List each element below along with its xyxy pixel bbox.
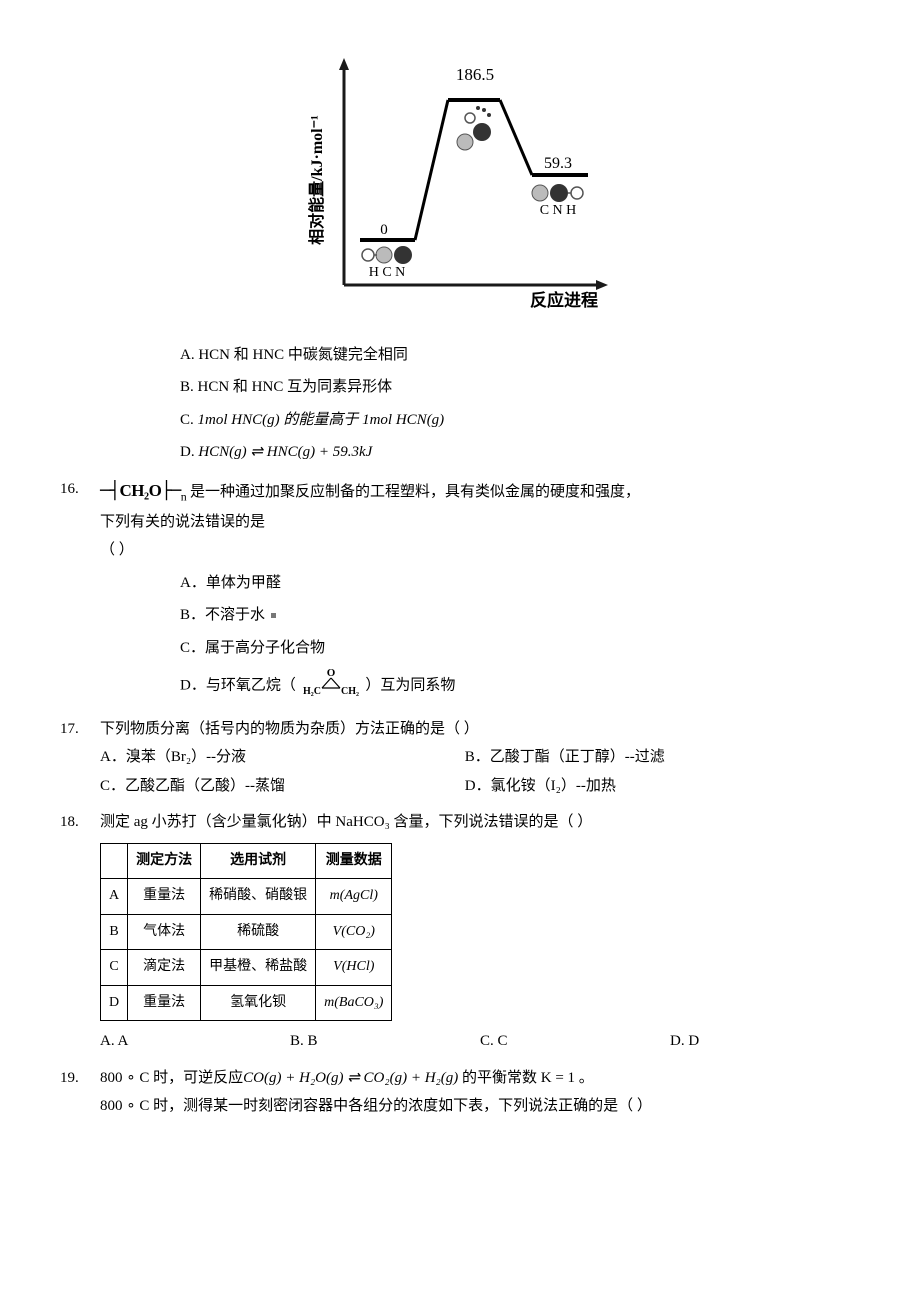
q16-options: A．单体为甲醛 B．不溶于水 C．属于高分子化合物 D．与环氧乙烷（ O H₂C…: [180, 569, 860, 707]
y-axis-label: 相对能量/kJ·mol⁻¹: [307, 115, 326, 245]
q17-row2: C．乙酸乙酯（乙酸）--蒸馏 D．氯化铵（I₂）--加热: [100, 772, 860, 801]
q16-paren: （ ）: [100, 536, 860, 565]
energy-diagram-chart: 相对能量/kJ·mol⁻¹ 反应进程 0 H C N 186.5 59.3: [60, 50, 860, 321]
q18-options: A. A B. B C. C D. D: [100, 1027, 860, 1056]
x-axis-label: 反应进程: [530, 290, 598, 310]
peak-label: 186.5: [456, 65, 494, 84]
svg-text:CH₂: CH₂: [341, 686, 359, 696]
energy-chart-svg: 相对能量/kJ·mol⁻¹ 反应进程 0 H C N 186.5 59.3: [300, 50, 620, 310]
q18-h0: [101, 843, 128, 879]
q15-options: A. HCN 和 HNC 中碳氮键完全相同 B. HCN 和 HNC 互为同素异…: [180, 341, 860, 467]
q16-opt-d: D．与环氧乙烷（ O H₂C CH₂ ）互为同系物: [180, 666, 860, 707]
q16-opt-c: C．属于高分子化合物: [180, 634, 860, 663]
q18-opt-c: C. C: [480, 1027, 670, 1056]
q17-row1: A．溴苯（Br₂）--分液 B．乙酸丁酯（正丁醇）--过滤: [100, 743, 860, 772]
q17-num: 17.: [60, 715, 100, 744]
q16-opt-b: B．不溶于水: [180, 601, 860, 630]
q19-num: 19.: [60, 1064, 100, 1093]
q17-opt-c: C．乙酸乙酯（乙酸）--蒸馏: [100, 772, 465, 801]
q17-stem: 下列物质分离（括号内的物质为杂质）方法正确的是（ ）: [100, 715, 860, 744]
q17-opt-a: A．溴苯（Br₂）--分液: [100, 743, 465, 772]
q18-table: 测定方法 选用试剂 测量数据 A 重量法 稀硝酸、硝酸银 m(AgCl) B 气…: [100, 843, 392, 1022]
q18-h1: 测定方法: [128, 843, 201, 879]
svg-text:O: O: [326, 667, 335, 679]
q18-opt-d: D. D: [670, 1027, 860, 1056]
q16-stem2: 下列有关的说法错误的是: [100, 508, 860, 537]
q16-num: 16.: [60, 475, 100, 504]
right-atoms: C N H: [540, 203, 577, 218]
q17: 17. 下列物质分离（括号内的物质为杂质）方法正确的是（ ）: [60, 715, 860, 744]
q15-opt-d: D. HCN(g) ⇌ HNC(g) + 59.3kJ: [180, 438, 860, 467]
q15-opt-a: A. HCN 和 HNC 中碳氮键完全相同: [180, 341, 860, 370]
q15-opt-c: C. 1mol HNC(g) 的能量高于 1mol HCN(g): [180, 406, 860, 435]
table-row: D 重量法 氢氧化钡 m(BaCO₃): [101, 985, 392, 1021]
square-bullet-icon: [271, 613, 276, 618]
q16-opt-a: A．单体为甲醛: [180, 569, 860, 598]
table-header-row: 测定方法 选用试剂 测量数据: [101, 843, 392, 879]
table-row: A 重量法 稀硝酸、硝酸银 m(AgCl): [101, 879, 392, 915]
q18-h3: 测量数据: [316, 843, 392, 879]
left-atoms: H C N: [369, 265, 406, 280]
polymer-structure: ─┤CH₂O├─n: [100, 481, 190, 500]
svg-text:H₂C: H₂C: [303, 686, 321, 696]
right-level-label: 59.3: [544, 155, 572, 172]
table-row: C 滴定法 甲基橙、稀盐酸 V(HCl): [101, 950, 392, 986]
q17-opt-b: B．乙酸丁酯（正丁醇）--过滤: [465, 743, 830, 772]
q18-h2: 选用试剂: [201, 843, 316, 879]
q18-opt-a: A. A: [100, 1027, 290, 1056]
q16-body: ─┤CH₂O├─n 是一种通过加聚反应制备的工程塑料，具有类似金属的硬度和强度，: [100, 475, 860, 508]
q19: 19. 800 ∘ C 时，可逆反应CO(g) + H₂O(g) ⇌ CO₂(g…: [60, 1064, 860, 1093]
q17-opt-d: D．氯化铵（I₂）--加热: [465, 772, 830, 801]
epoxy-structure-icon: O H₂C CH₂: [302, 666, 360, 707]
q18: 18. 测定 ag 小苏打（含少量氯化钠）中 NaHCO₃ 含量，下列说法错误的…: [60, 808, 860, 837]
q19-stem1: 800 ∘ C 时，可逆反应CO(g) + H₂O(g) ⇌ CO₂(g) + …: [100, 1064, 860, 1093]
q16: 16. ─┤CH₂O├─n 是一种通过加聚反应制备的工程塑料，具有类似金属的硬度…: [60, 475, 860, 508]
q18-stem: 测定 ag 小苏打（含少量氯化钠）中 NaHCO₃ 含量，下列说法错误的是（ ）: [100, 808, 860, 837]
q15-opt-b: B. HCN 和 HNC 互为同素异形体: [180, 373, 860, 402]
q18-opt-b: B. B: [290, 1027, 480, 1056]
q18-num: 18.: [60, 808, 100, 837]
table-row: B 气体法 稀硫酸 V(CO₂): [101, 914, 392, 950]
left-level-label: 0: [380, 222, 388, 238]
q19-stem2: 800 ∘ C 时，测得某一时刻密闭容器中各组分的浓度如下表，下列说法正确的是（…: [100, 1092, 860, 1121]
